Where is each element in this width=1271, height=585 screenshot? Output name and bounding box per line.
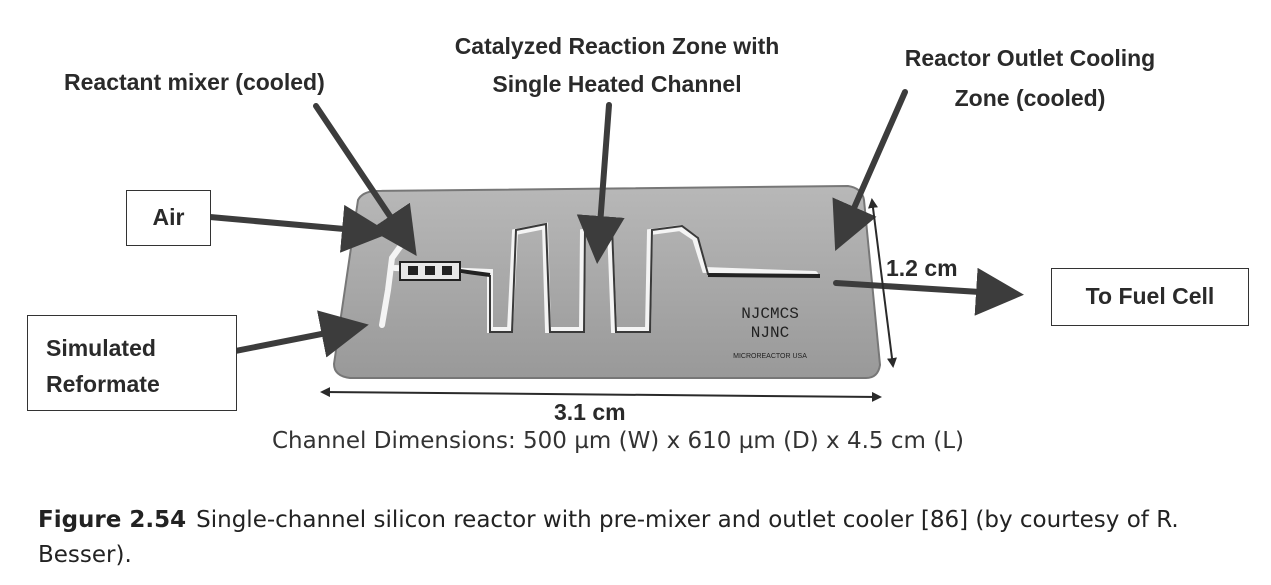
- chip-text-1: NJCMCS: [741, 305, 799, 323]
- outlet-channel: [707, 273, 821, 278]
- channel-dimensions-text: Channel Dimensions: 500 µm (W) x 610 µm …: [272, 428, 964, 454]
- reactant-mixer-label: Reactant mixer (cooled): [64, 69, 325, 95]
- outlet-cooling-label-1: Reactor Outlet Cooling: [904, 45, 1156, 71]
- outlet-cooling-label-2: Zone (cooled): [954, 85, 1106, 111]
- outlet-cooling-callout-arrow: [832, 89, 908, 251]
- fuel-cell-box: To Fuel Cell: [1051, 268, 1249, 326]
- reactor-diagram: NJCMCS NJNC MICROREACTOR USA: [207, 89, 1024, 402]
- air-inlet-arrow: [207, 204, 390, 253]
- mixer-callout-arrow: [313, 103, 417, 256]
- chip-text-2: NJNC: [751, 324, 789, 342]
- width-dimension-label: 3.1 cm: [554, 399, 626, 425]
- height-dimension-arrow: [868, 198, 897, 368]
- simulated-reformate-box: Simulated Reformate: [27, 315, 237, 411]
- mixer-region: [399, 261, 491, 281]
- fuel-cell-outlet-arrow: [833, 267, 1024, 316]
- width-dimension-arrow: [320, 387, 882, 402]
- chip-text-3: MICROREACTOR USA: [733, 353, 807, 360]
- reactor-figure: NJCMCS NJNC MICROREACTOR USA Reactant mi…: [27, 33, 1249, 454]
- air-label: Air: [152, 204, 185, 230]
- to-fuel-cell-label: To Fuel Cell: [1085, 283, 1215, 309]
- height-dimension-label: 1.2 cm: [886, 255, 958, 281]
- air-box: Air: [126, 190, 211, 246]
- reaction-zone-callout-arrow: [576, 102, 625, 264]
- caption-text: Single-channel silicon reactor with pre-…: [38, 507, 1179, 568]
- figure-number: Figure 2.54: [38, 507, 187, 533]
- reaction-zone-label-2: Single Heated Channel: [492, 71, 742, 97]
- simulated-label: Simulated: [46, 335, 156, 361]
- figure-caption: Figure 2.54 Single-channel silicon reacto…: [38, 503, 1238, 573]
- reformate-label: Reformate: [46, 371, 160, 397]
- reactor-chip: [332, 184, 882, 379]
- reaction-zone-label-1: Catalyzed Reaction Zone with: [454, 33, 780, 59]
